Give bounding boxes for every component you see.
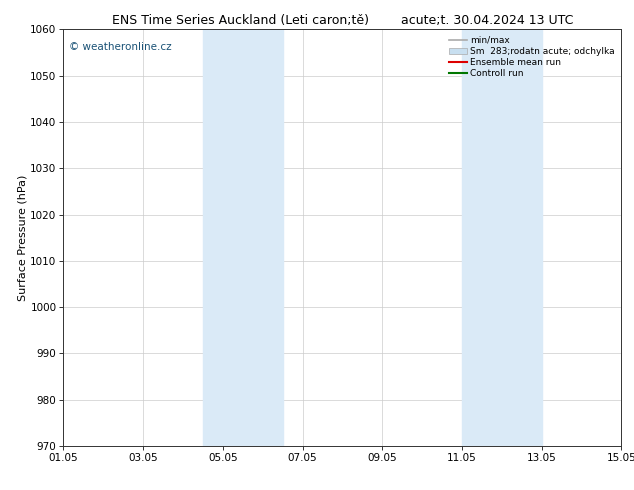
Bar <box>203 29 283 446</box>
Text: © weatheronline.cz: © weatheronline.cz <box>69 42 172 52</box>
Legend: min/max, Sm  283;rodatn acute; odchylka, Ensemble mean run, Controll run: min/max, Sm 283;rodatn acute; odchylka, … <box>447 34 617 80</box>
Bar <box>462 29 541 446</box>
Title: ENS Time Series Auckland (Leti caron;tě)        acute;t. 30.04.2024 13 UTC: ENS Time Series Auckland (Leti caron;tě)… <box>112 14 573 27</box>
Y-axis label: Surface Pressure (hPa): Surface Pressure (hPa) <box>17 174 27 301</box>
